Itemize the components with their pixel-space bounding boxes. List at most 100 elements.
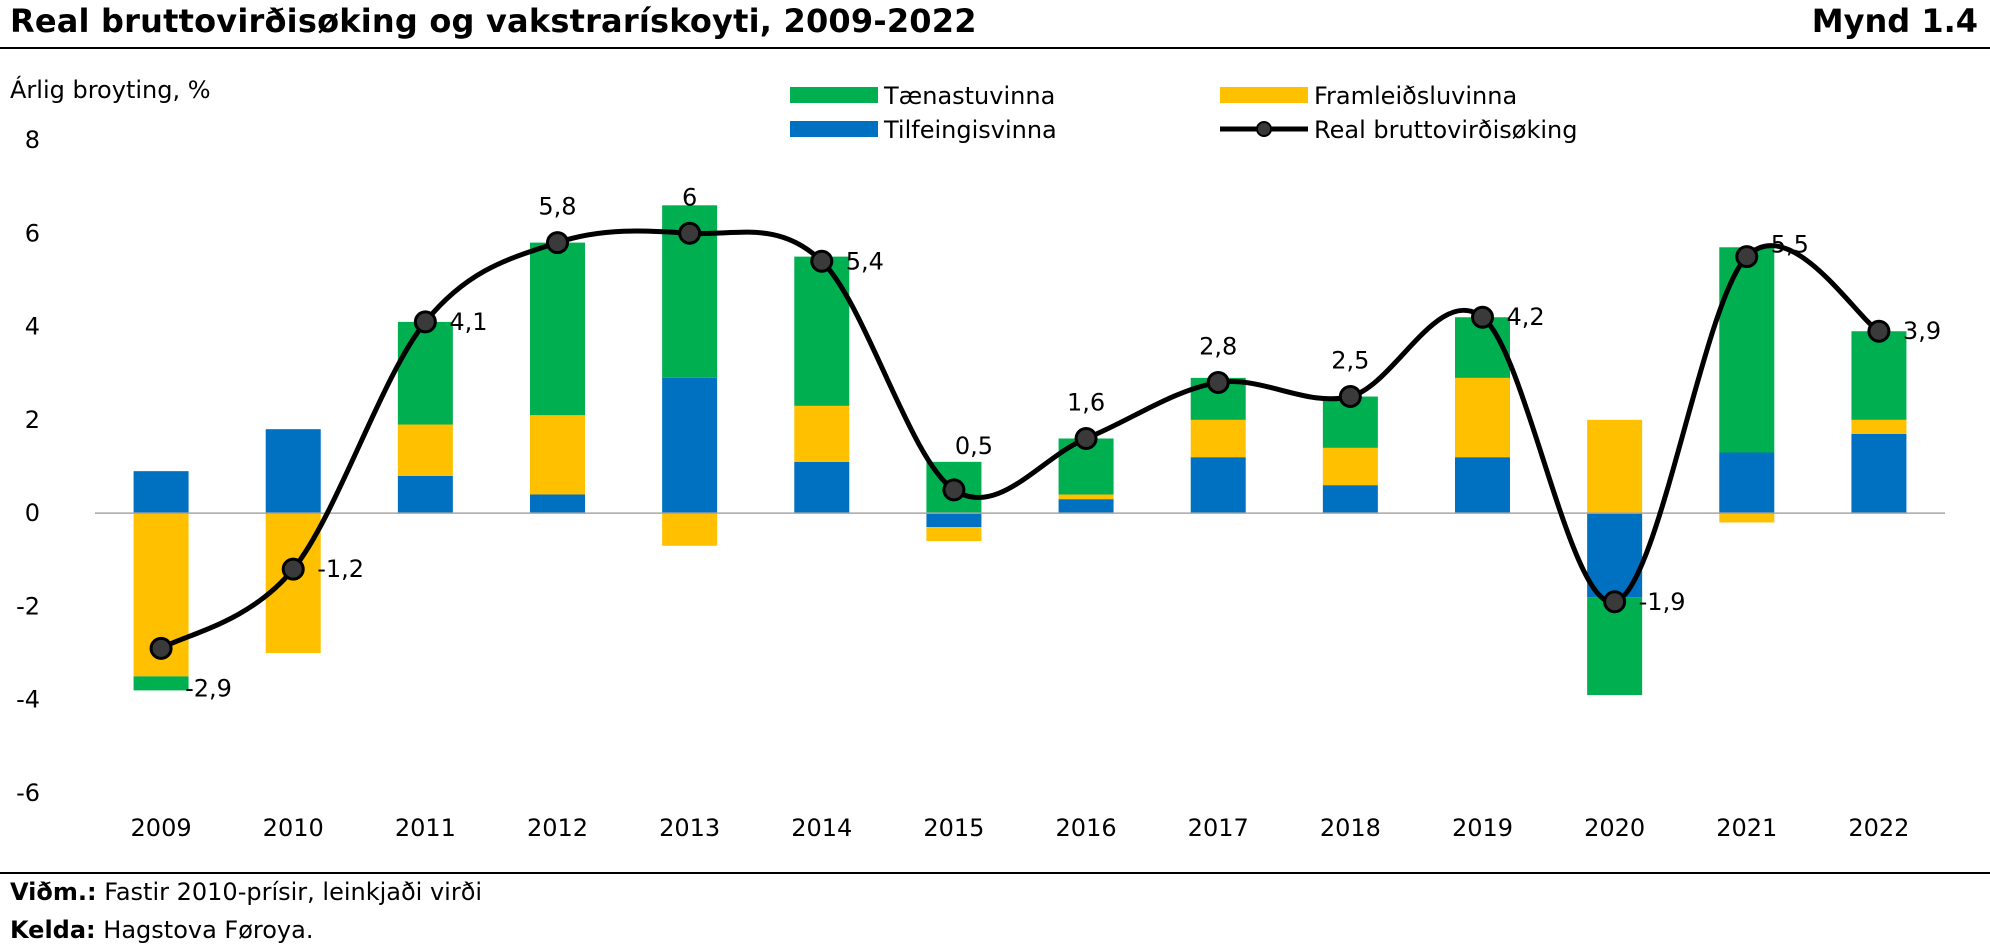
bar-segment-tilfeingisvinna-2022 [1851,433,1907,514]
line-point-2015 [942,478,966,502]
y-tick-label: -6 [16,779,40,807]
bar-segment-tilfeingisvinna-2013 [662,377,718,514]
bar-segment-framleiðsluvinna-2018 [1322,447,1378,486]
legend-swatch [790,87,878,103]
x-tick-label: 2022 [1848,814,1909,842]
bar-segment-tænastuvinna-2022 [1851,331,1907,420]
legend-swatch [790,121,878,137]
bar-segment-framleiðsluvinna-2010 [265,513,321,654]
bar-segment-tænastuvinna-2009 [133,676,189,691]
legend: Tænastuvinna Framleiðsluvinna Tilfeingisvi… [790,82,1577,144]
note-line: Viðm.: Fastir 2010-prísir, leinkjaði vir… [10,878,482,906]
bar-segment-tænastuvinna-2012 [530,242,585,416]
data-label-2018: 2,5 [1331,347,1369,375]
y-tick-label: -4 [16,686,40,714]
x-tick-label: 2012 [527,814,588,842]
y-axis-ticks: 8 6 4 2 0 -2 -4 -6 [16,126,40,807]
line-point-2013 [678,221,702,245]
data-label-2021: 5,5 [1771,231,1809,259]
x-axis-ticks: 2009 2010 2011 2012 2013 2014 2015 2016 2017 2018… [131,814,1910,842]
source-label: Kelda: [10,916,96,944]
data-label-2015: 0,5 [955,432,993,460]
chart: 8 6 4 2 0 -2 -4 -6 -2,9 -1,2 4,1 5,8 6 5,4 0,5 1,6 2,8 2… [16,82,1945,842]
data-label-2022: 3,9 [1903,317,1941,345]
bar-segment-tilfeingisvinna-2015 [926,513,982,528]
data-label-2016: 1,6 [1067,389,1105,417]
bars [133,205,1907,696]
top-rule [0,47,1990,49]
y-tick-label: 0 [25,499,40,527]
bar-segment-tilfeingisvinna-2021 [1719,452,1775,514]
x-tick-label: 2017 [1188,814,1249,842]
legend-item-tænastuvinna: Tænastuvinna [790,82,1055,110]
bar-segment-framleiðsluvinna-2014 [794,405,850,462]
bar-segment-tilfeingisvinna-2014 [794,461,850,514]
legend-item-real bruttovirðisøking: Real bruttovirðisøking [1220,116,1577,144]
x-tick-label: 2016 [1056,814,1117,842]
line-point-2010 [281,557,305,581]
bar-segment-framleiðsluvinna-2017 [1190,419,1246,458]
legend-label: Real bruttovirðisøking [1314,116,1577,144]
legend-label: Tænastuvinna [883,82,1055,110]
note-text: Fastir 2010-prísir, leinkjaði virði [96,878,483,906]
y-tick-label: 4 [25,313,40,341]
bar-segment-framleiðsluvinna-2021 [1719,513,1775,523]
x-tick-label: 2021 [1716,814,1777,842]
note-label: Viðm.: [10,878,97,906]
bar-segment-framleiðsluvinna-2011 [397,424,453,476]
x-tick-label: 2014 [791,814,852,842]
bar-segment-framleiðsluvinna-2016 [1058,494,1114,500]
bar-segment-tænastuvinna-2020 [1587,597,1643,696]
bar-segment-tænastuvinna-2011 [397,321,453,425]
line-point-2019 [1471,305,1494,329]
data-label-2019: 4,2 [1507,303,1545,331]
bar-segment-tilfeingisvinna-2012 [530,494,585,514]
bottom-rule [0,872,1990,874]
bar-segment-tænastuvinna-2014 [794,256,850,406]
source-line: Kelda: Hagstova Føroya. [10,916,313,944]
x-tick-label: 2009 [131,814,192,842]
y-tick-label: 8 [25,126,40,154]
bar-segment-framleiðsluvinna-2022 [1851,419,1907,434]
line-point-2009 [149,636,173,660]
bar-segment-framleiðsluvinna-2012 [530,415,585,495]
data-label-2012: 5,8 [538,193,576,221]
bar-segment-tilfeingisvinna-2010 [265,429,321,514]
line-point-2014 [810,249,834,273]
bar-segment-framleiðsluvinna-2015 [926,527,982,542]
data-label-2013: 6 [682,183,697,211]
line-point-2011 [413,310,437,334]
bar-segment-framleiðsluvinna-2019 [1455,377,1510,458]
bar-segment-tænastuvinna-2021 [1719,247,1775,453]
x-tick-label: 2015 [923,814,984,842]
bar-segment-tilfeingisvinna-2018 [1322,485,1378,514]
y-tick-label: 2 [25,406,40,434]
data-label-2009: -2,9 [185,674,232,702]
line-point-2022 [1867,319,1891,343]
data-label-2010: -1,2 [317,555,364,583]
legend-label: Tilfeingisvinna [883,116,1057,144]
legend-marker [1256,121,1272,137]
total-line-layer: -2,9 -1,2 4,1 5,8 6 5,4 0,5 1,6 2,8 2,5 4,2 -1,9 5,5… [149,183,1941,702]
bar-segment-tilfeingisvinna-2017 [1190,457,1246,514]
line-point-2012 [546,231,569,255]
data-label-2020: -1,9 [1639,588,1686,616]
bar-segment-tilfeingisvinna-2009 [133,471,189,514]
data-label-2014: 5,4 [846,247,884,275]
x-tick-label: 2010 [263,814,324,842]
bar-segment-framleiðsluvinna-2020 [1587,419,1643,514]
x-tick-label: 2019 [1452,814,1513,842]
chart-title: Real bruttovirðisøking og vakstrarískoyt… [10,2,977,40]
y-axis-label: Árlig broyting, % [10,76,211,104]
line-point-2017 [1206,371,1230,395]
legend-swatch [1220,87,1308,103]
bar-segment-tilfeingisvinna-2016 [1058,499,1114,514]
source-text: Hagstova Føroya. [95,916,314,944]
bar-segment-framleiðsluvinna-2013 [662,513,718,546]
legend-item-framleiðsluvinna: Framleiðsluvinna [1220,82,1517,110]
line-point-2021 [1735,245,1759,269]
data-label-2017: 2,8 [1199,333,1237,361]
figure-number: Mynd 1.4 [1811,2,1978,40]
line-point-2018 [1338,385,1362,409]
x-tick-label: 2018 [1320,814,1381,842]
